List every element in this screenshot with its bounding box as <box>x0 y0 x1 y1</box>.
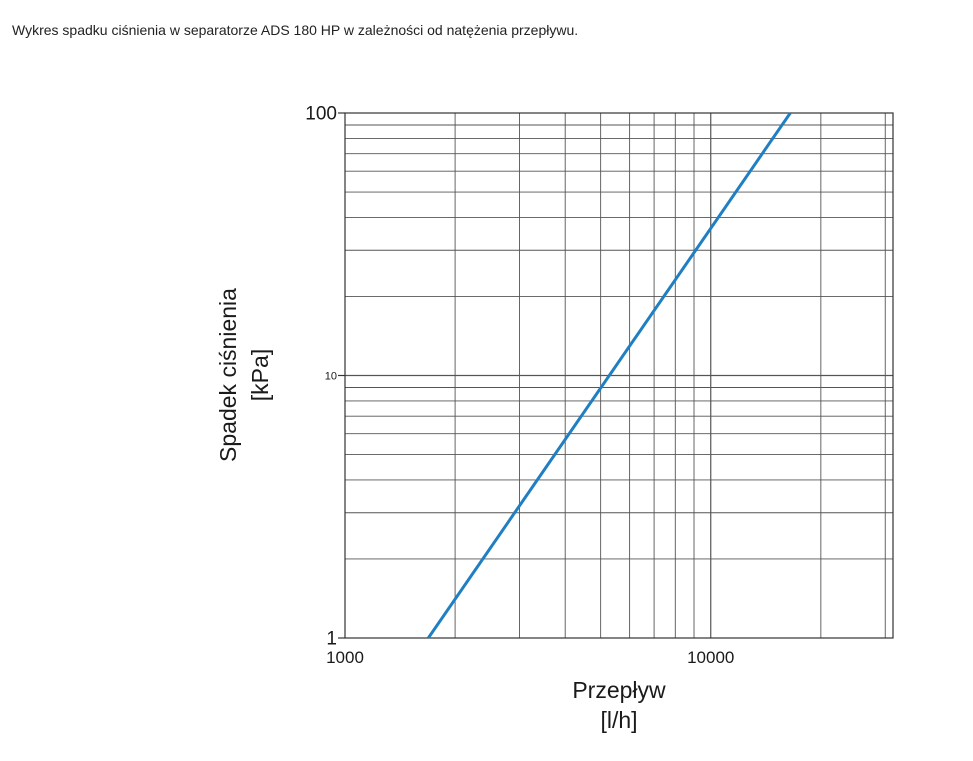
y-tick-label: 100 <box>305 104 337 125</box>
y-tick-label: 1 <box>326 629 337 650</box>
y-tick-label: 10 <box>325 370 337 382</box>
axes <box>338 112 894 639</box>
tick-labels: 1 10 100 1000 10000 <box>305 104 734 667</box>
chart-caption: Wykres spadku ciśnienia w separatorze AD… <box>12 22 579 38</box>
y-axis-title: Spadek ciśnienia <box>215 288 241 462</box>
grid <box>345 113 893 638</box>
series-group <box>427 112 792 639</box>
x-tick-label: 1000 <box>326 648 364 667</box>
x-tick-label: 10000 <box>687 648 734 667</box>
x-axis-unit: [l/h] <box>600 707 637 733</box>
x-axis-title: Przepływ <box>572 677 666 703</box>
y-axis-unit: [kPa] <box>247 349 273 401</box>
series-line <box>427 112 792 639</box>
